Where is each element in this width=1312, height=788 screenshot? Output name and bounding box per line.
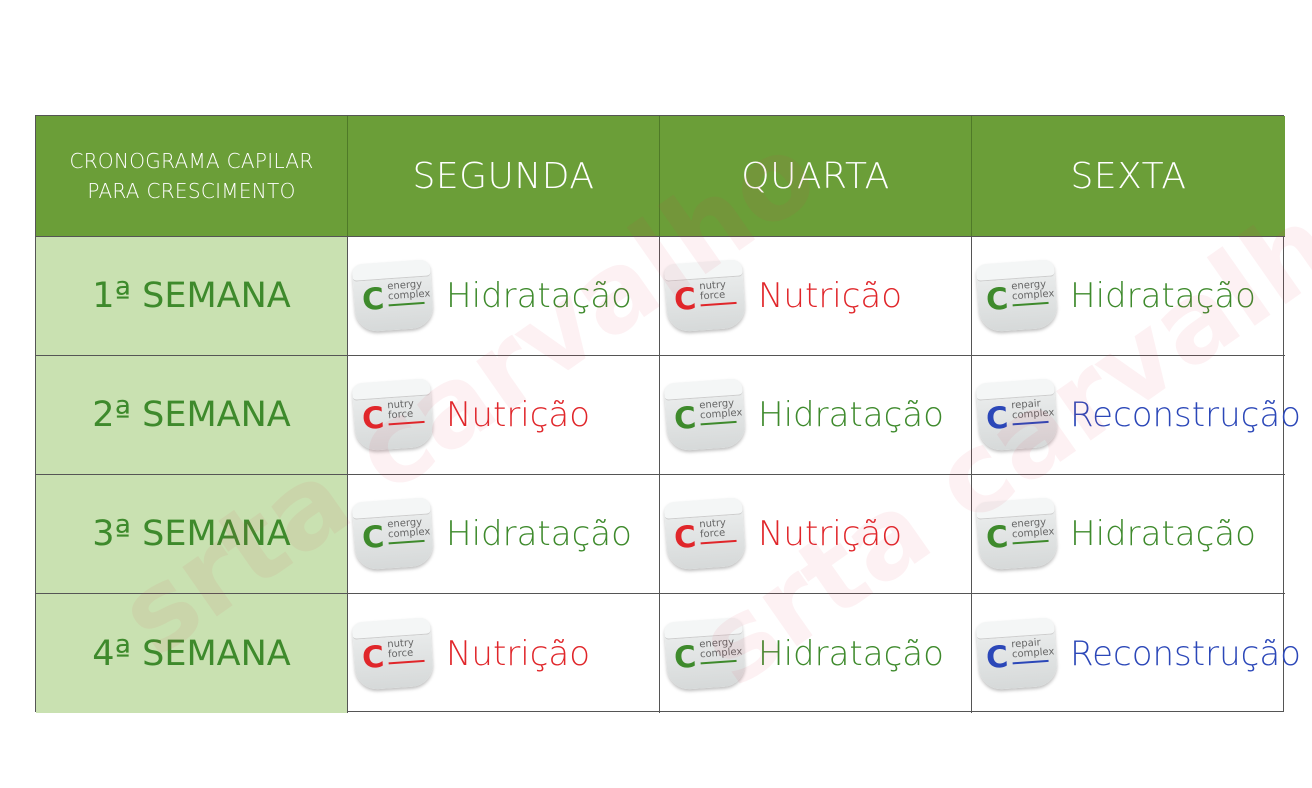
title-line-2: PARA CRESCIMENTO xyxy=(87,179,296,203)
jar-logo: C xyxy=(985,281,1010,319)
jar-logo: C xyxy=(985,639,1010,676)
jar-lid xyxy=(663,259,743,282)
jar-product-name: complex xyxy=(1011,407,1055,422)
jar-product-name: complex xyxy=(1011,288,1055,303)
product-jar-image: C nutry force xyxy=(351,378,435,452)
jar-stripe xyxy=(700,539,737,545)
jar-logo: C xyxy=(985,400,1010,438)
jar-lid xyxy=(663,497,743,520)
product-jar-image: C energy complex xyxy=(975,497,1059,571)
treatment-label: Nutrição xyxy=(446,395,591,435)
jar-product-name: force xyxy=(699,289,726,303)
jar-logo: C xyxy=(673,400,698,438)
product-jar-image: C repair complex xyxy=(975,616,1059,691)
jar-stripe xyxy=(1012,420,1049,426)
schedule-cell: C energy complex Hidratação xyxy=(348,236,660,355)
week-label: 3ª SEMANA xyxy=(36,474,348,593)
treatment-label: Hidratação xyxy=(758,633,944,674)
jar-stripe xyxy=(388,420,425,426)
jar-stripe xyxy=(1012,659,1049,664)
schedule-cell: C energy complex Hidratação xyxy=(972,474,1285,593)
product-jar-image: C energy complex xyxy=(975,259,1059,333)
product-jar-image: C nutry force xyxy=(351,616,435,691)
jar-product-name: force xyxy=(699,527,726,541)
product-jar-image: C repair complex xyxy=(975,378,1059,452)
schedule-cell: C energy complex Hidratação xyxy=(348,474,660,593)
treatment-label: Hidratação xyxy=(1070,514,1256,554)
jar-logo: C xyxy=(361,639,386,676)
product-jar-image: C energy complex xyxy=(663,616,747,691)
jar-logo: C xyxy=(361,519,386,557)
jar-stripe xyxy=(388,301,425,307)
treatment-label: Reconstrução xyxy=(1070,633,1301,674)
jar-product-name: force xyxy=(387,408,414,422)
schedule-cell: C nutry force Nutrição xyxy=(348,593,660,713)
schedule-cell: C nutry force Nutrição xyxy=(660,236,972,355)
day-header-quarta: QUARTA xyxy=(660,116,972,236)
jar-product-name: complex xyxy=(1011,526,1055,541)
jar-logo: C xyxy=(673,639,698,676)
jar-product-name: complex xyxy=(699,407,743,422)
jar-product-name: complex xyxy=(699,645,743,660)
jar-logo: C xyxy=(361,400,386,438)
day-header-sexta: SEXTA xyxy=(972,116,1285,236)
jar-product-name: complex xyxy=(387,526,431,541)
jar-lid xyxy=(351,616,431,640)
title-line-1: CRONOGRAMA CAPILAR xyxy=(69,149,314,173)
schedule-cell: C energy complex Hidratação xyxy=(660,355,972,474)
jar-lid xyxy=(663,616,743,640)
treatment-label: Hidratação xyxy=(446,514,632,554)
schedule-cell: C repair complex Reconstrução xyxy=(972,593,1301,713)
treatment-label: Hidratação xyxy=(446,276,632,316)
schedule-cell: C energy complex Hidratação xyxy=(972,236,1285,355)
jar-lid xyxy=(975,616,1055,640)
treatment-label: Reconstrução xyxy=(1070,395,1301,435)
product-jar-image: C energy complex xyxy=(351,497,435,571)
treatment-label: Hidratação xyxy=(758,395,944,435)
jar-stripe xyxy=(1012,301,1049,307)
jar-stripe xyxy=(1012,539,1049,545)
jar-stripe xyxy=(700,420,737,426)
jar-product-name: force xyxy=(387,647,414,660)
product-jar-image: C nutry force xyxy=(663,497,747,571)
jar-stripe xyxy=(388,539,425,545)
treatment-label: Hidratação xyxy=(1070,276,1256,316)
product-jar-image: C nutry force xyxy=(663,259,747,333)
jar-stripe xyxy=(700,659,737,664)
treatment-label: Nutrição xyxy=(446,633,591,674)
table-title: CRONOGRAMA CAPILAR PARA CRESCIMENTO xyxy=(36,116,348,236)
schedule-cell: C repair complex Reconstrução xyxy=(972,355,1301,474)
treatment-label: Nutrição xyxy=(758,514,903,554)
jar-stripe xyxy=(700,301,737,307)
week-label: 1ª SEMANA xyxy=(36,236,348,355)
jar-logo: C xyxy=(673,281,698,319)
jar-product-name: complex xyxy=(387,288,431,303)
jar-product-name: complex xyxy=(1011,645,1055,660)
day-header-segunda: SEGUNDA xyxy=(348,116,660,236)
week-label: 2ª SEMANA xyxy=(36,355,348,474)
jar-lid xyxy=(975,378,1055,401)
schedule-cell: C energy complex Hidratação xyxy=(660,593,972,713)
jar-stripe xyxy=(388,659,425,664)
product-jar-image: C energy complex xyxy=(351,259,435,333)
jar-logo: C xyxy=(361,281,386,319)
jar-logo: C xyxy=(673,519,698,557)
schedule-cell: C nutry force Nutrição xyxy=(660,474,972,593)
schedule-cell: C nutry force Nutrição xyxy=(348,355,660,474)
product-jar-image: C energy complex xyxy=(663,378,747,452)
jar-lid xyxy=(351,378,431,401)
treatment-label: Nutrição xyxy=(758,276,903,316)
week-label: 4ª SEMANA xyxy=(36,593,348,713)
schedule-table: CRONOGRAMA CAPILAR PARA CRESCIMENTO SEGU… xyxy=(35,115,1301,713)
jar-logo: C xyxy=(985,519,1010,557)
